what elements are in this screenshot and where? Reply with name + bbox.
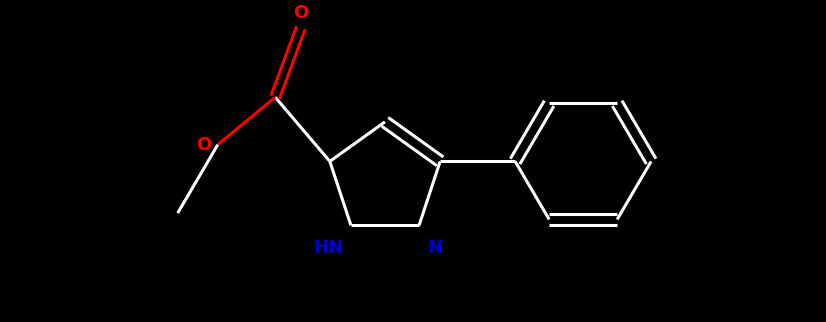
Text: O: O	[197, 136, 211, 154]
Text: HN: HN	[313, 239, 343, 257]
Text: N: N	[427, 239, 442, 257]
Text: O: O	[293, 4, 308, 22]
